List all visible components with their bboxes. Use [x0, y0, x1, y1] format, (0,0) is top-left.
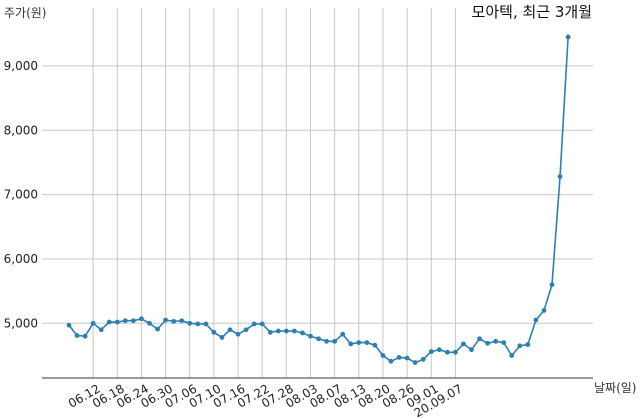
data-point [74, 333, 80, 338]
data-point [453, 349, 458, 355]
data-point [187, 320, 193, 326]
data-point [203, 321, 209, 327]
data-point [114, 319, 120, 325]
data-point [122, 318, 128, 324]
data-point [308, 333, 313, 339]
y-axis-title: 주가(원) [4, 6, 46, 20]
data-point [348, 341, 354, 347]
series-line [68, 36, 569, 364]
data-points [66, 34, 571, 365]
data-point [171, 318, 177, 324]
data-point [275, 328, 281, 334]
data-point [356, 340, 362, 346]
y-tick-label: 6,000 [4, 252, 38, 266]
chart-title: 모아텍, 최근 3개월 [472, 3, 592, 21]
y-axis-ticks: 5,000 6,000 7,000 8,000 9,000 [4, 59, 38, 330]
data-point [195, 321, 201, 327]
data-point [557, 174, 563, 179]
data-point [219, 335, 225, 340]
data-point [332, 338, 338, 344]
data-point [227, 327, 233, 333]
data-point [155, 326, 160, 332]
data-point [565, 34, 571, 40]
data-point [90, 320, 96, 326]
x-axis-ticks: 06.1206.1806.2406.3007.0607.1007.1607.22… [66, 381, 465, 419]
data-point [147, 320, 152, 326]
data-point [477, 336, 482, 342]
data-point [461, 341, 466, 347]
data-point [98, 327, 104, 333]
data-point [251, 321, 257, 327]
data-point [372, 342, 378, 348]
data-point [380, 353, 386, 358]
data-point [139, 316, 144, 322]
data-point [501, 340, 507, 346]
data-point [396, 355, 402, 360]
data-point [469, 347, 474, 353]
y-tick-label: 9,000 [4, 59, 38, 73]
data-point [235, 331, 241, 337]
data-point [388, 358, 394, 364]
data-point [106, 319, 112, 325]
data-point [82, 333, 88, 339]
data-point [243, 327, 249, 333]
data-point [163, 317, 169, 323]
y-tick-label: 5,000 [4, 316, 38, 330]
x-axis-title: 날짜(일) [594, 381, 636, 395]
data-point [412, 360, 418, 365]
data-point [283, 328, 289, 334]
data-point [300, 330, 305, 336]
data-point [340, 331, 346, 337]
data-point [404, 355, 410, 361]
y-tick-label: 7,000 [4, 188, 38, 202]
data-point [292, 328, 297, 334]
data-point [517, 343, 523, 349]
data-point [259, 321, 265, 327]
data-point [211, 329, 217, 335]
data-point [131, 318, 136, 324]
data-point [364, 340, 370, 346]
data-point [420, 356, 426, 362]
data-point [267, 329, 273, 335]
data-point [66, 322, 72, 328]
data-point [493, 338, 499, 344]
data-point [179, 318, 185, 324]
data-point [428, 349, 434, 355]
y-tick-label: 8,000 [4, 123, 38, 137]
data-point [444, 349, 450, 355]
data-point [541, 308, 547, 313]
data-point [436, 347, 442, 353]
data-point [509, 353, 515, 358]
data-point [324, 338, 329, 344]
gridlines [42, 8, 593, 378]
data-point [316, 336, 321, 342]
data-point [485, 340, 490, 346]
data-point [549, 282, 555, 288]
data-point [525, 342, 531, 347]
data-point [533, 317, 539, 323]
